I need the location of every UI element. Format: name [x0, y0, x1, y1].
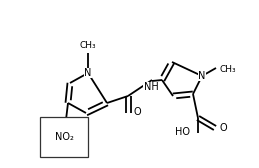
- Text: NH: NH: [144, 82, 158, 92]
- Text: N: N: [198, 71, 206, 81]
- Text: O: O: [220, 123, 228, 133]
- Text: HO: HO: [175, 127, 190, 137]
- Text: O: O: [134, 107, 142, 117]
- Text: N: N: [84, 68, 92, 78]
- Text: CH₃: CH₃: [80, 41, 96, 50]
- Text: CH₃: CH₃: [219, 65, 236, 74]
- Text: NO₂: NO₂: [55, 132, 74, 142]
